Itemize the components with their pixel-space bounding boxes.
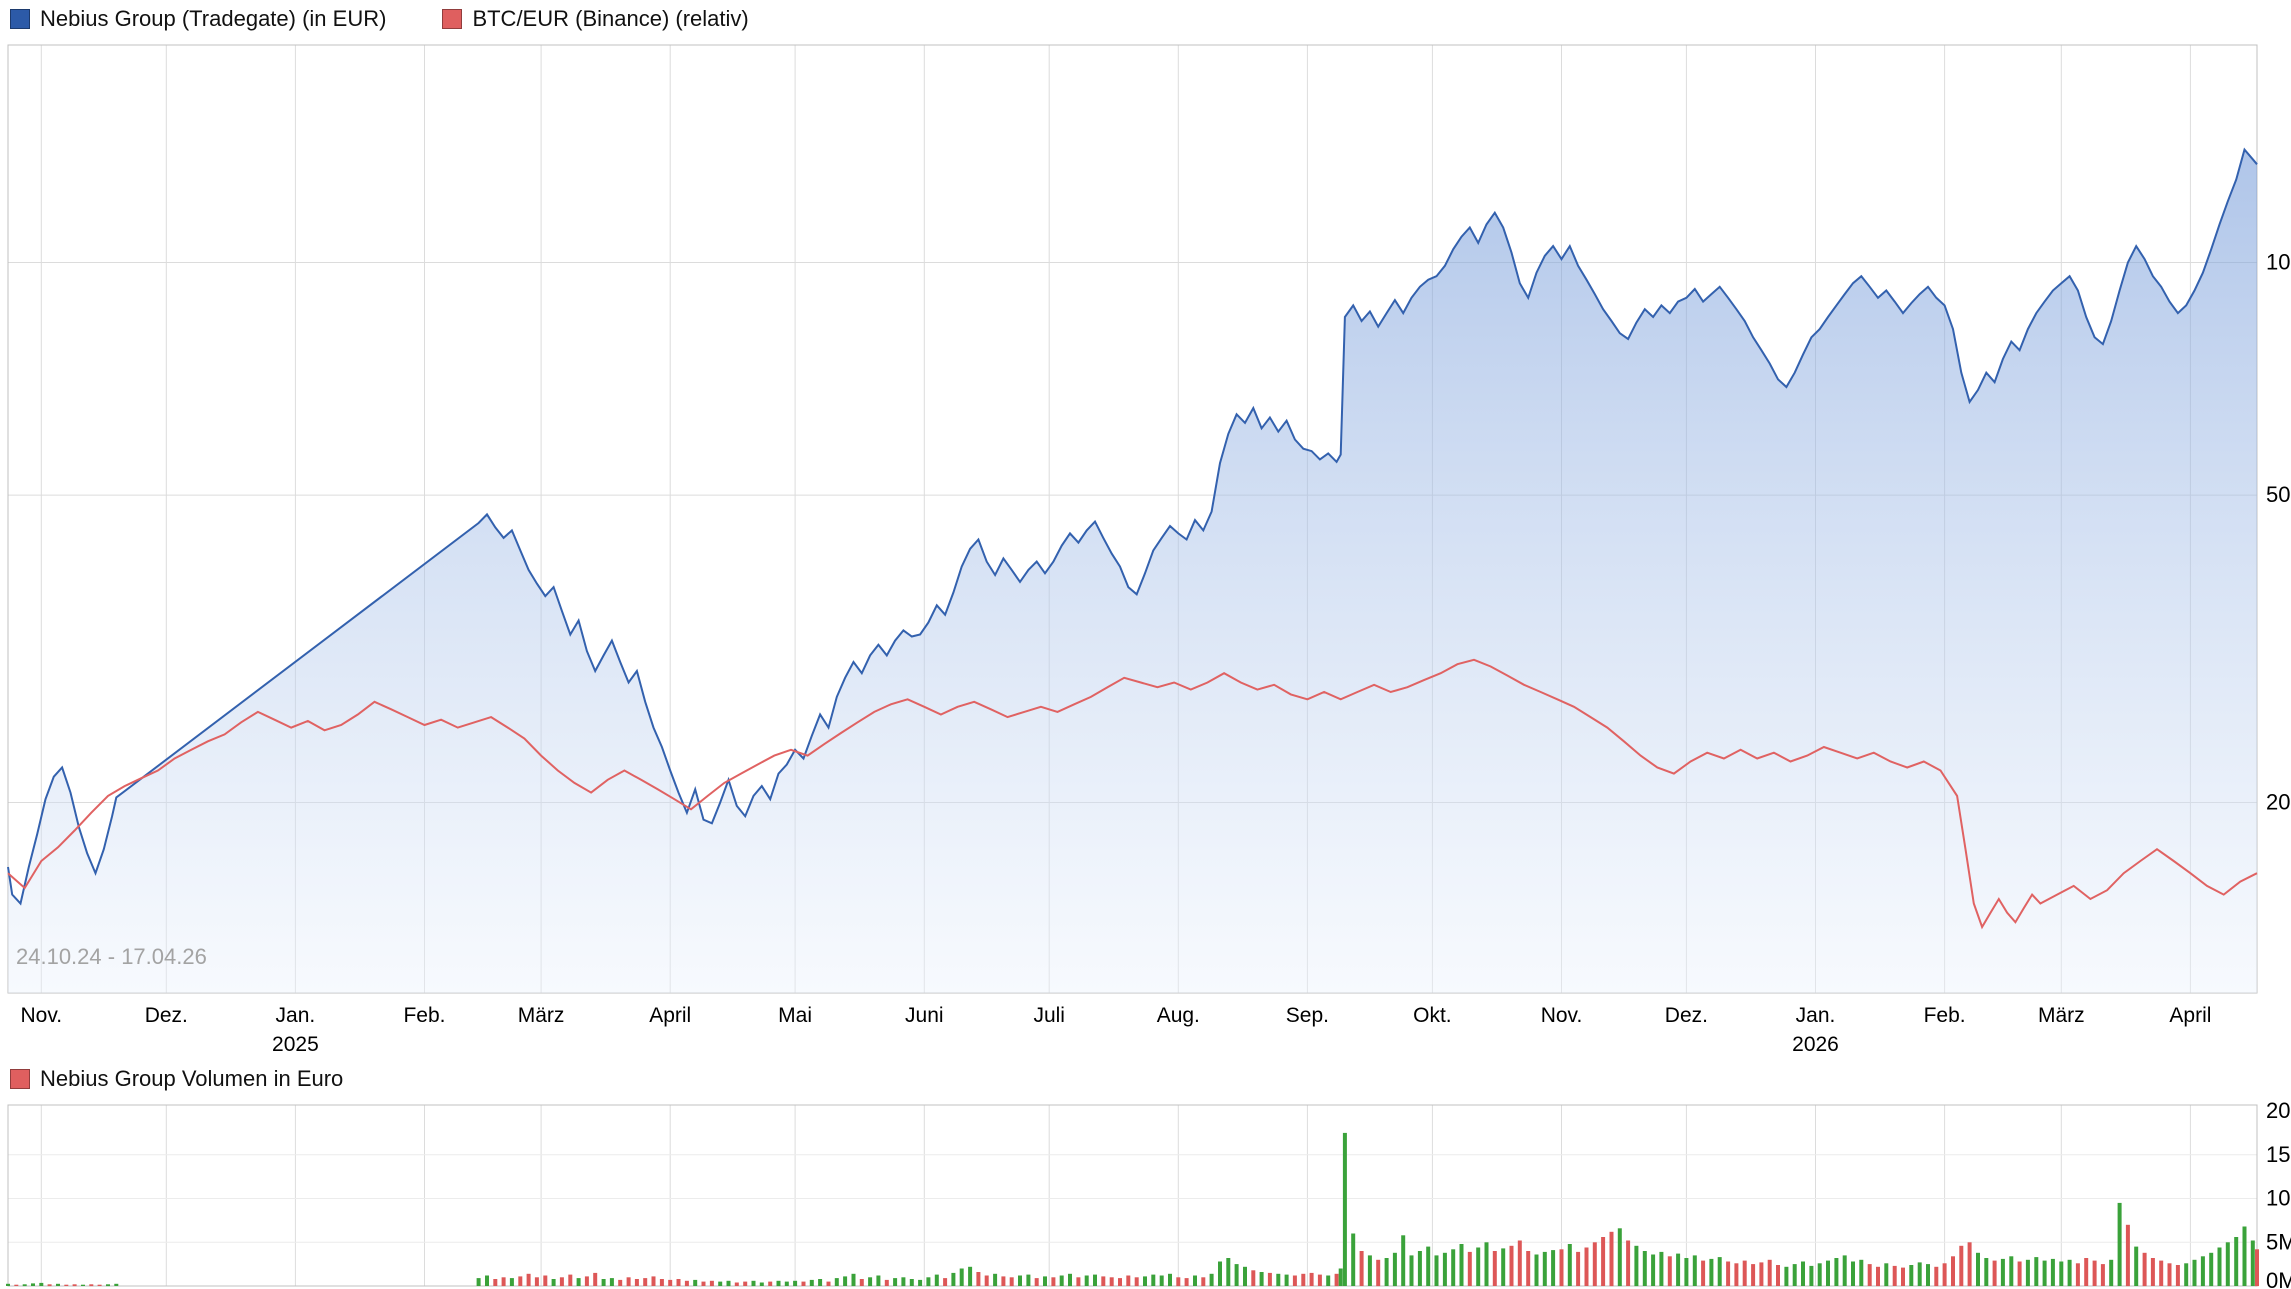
btc-relative-line bbox=[7, 658, 2258, 930]
volume-axis-label: 15M bbox=[2266, 1142, 2291, 1167]
x-axis-month-label: Jan. bbox=[1796, 1004, 1836, 1027]
x-axis-month-label: April bbox=[2169, 1004, 2211, 1027]
volume-legend-label: Nebius Group Volumen in Euro bbox=[40, 1066, 344, 1091]
x-axis-month-label: Aug. bbox=[1157, 1004, 1200, 1027]
x-axis-month-label: Nov. bbox=[1541, 1004, 1583, 1027]
x-axis-year-label: 2025 bbox=[272, 1033, 319, 1056]
volume-chart-legend: Nebius Group Volumen in Euro bbox=[10, 1066, 399, 1092]
btc-legend-label: BTC/EUR (Binance) (relativ) bbox=[472, 6, 749, 31]
x-axis-month-label: Mai bbox=[778, 1004, 812, 1027]
price-axis-label: 20 bbox=[2266, 790, 2290, 815]
x-axis-month-label: Dez. bbox=[145, 1004, 188, 1027]
x-axis-year-label: 2026 bbox=[1792, 1033, 1839, 1056]
x-axis-month-label: Dez. bbox=[1665, 1004, 1708, 1027]
x-axis-month-label: März bbox=[518, 1004, 565, 1027]
x-axis-month-label: Feb. bbox=[1924, 1004, 1966, 1027]
x-axis-month-label: Nov. bbox=[20, 1004, 62, 1027]
x-axis-month-label: Feb. bbox=[403, 1004, 445, 1027]
volume-axis-label: 10M bbox=[2266, 1186, 2291, 1211]
x-axis-month-label: März bbox=[2038, 1004, 2085, 1027]
x-axis-month-label: Juni bbox=[905, 1004, 944, 1027]
nebius-legend-label: Nebius Group (Tradegate) (in EUR) bbox=[40, 6, 387, 31]
volume-bars bbox=[6, 1132, 2259, 1287]
nebius-legend-swatch bbox=[10, 9, 30, 29]
volume-axis-label: 5M bbox=[2266, 1229, 2291, 1254]
main-chart-legend: Nebius Group (Tradegate) (in EUR) BTC/EU… bbox=[10, 6, 805, 32]
legend-entry-btc: BTC/EUR (Binance) (relativ) bbox=[442, 6, 749, 32]
x-axis-month-label: Okt. bbox=[1413, 1004, 1452, 1027]
volume-axis-label: 20M bbox=[2266, 1098, 2291, 1123]
x-axis-month-label: Juli bbox=[1033, 1004, 1065, 1027]
nebius-area-fill bbox=[8, 149, 2257, 994]
nebius-price-line bbox=[7, 147, 2258, 906]
volume-legend-swatch bbox=[10, 1069, 30, 1089]
legend-entry-nebius: Nebius Group (Tradegate) (in EUR) bbox=[10, 6, 386, 32]
price-axis-label: 100 bbox=[2266, 250, 2291, 275]
volume-plot-border bbox=[7, 1104, 2258, 1287]
volume-axis-label: 0M bbox=[2266, 1268, 2291, 1289]
x-axis-month-label: Jan. bbox=[276, 1004, 316, 1027]
price-axis-label: 50 bbox=[2266, 482, 2290, 507]
x-axis-month-label: Sep. bbox=[1286, 1004, 1329, 1027]
legend-entry-volume: Nebius Group Volumen in Euro bbox=[10, 1066, 343, 1092]
date-range-label: 24.10.24 - 17.04.26 bbox=[16, 944, 207, 969]
btc-legend-swatch bbox=[442, 9, 463, 29]
x-axis-month-label: April bbox=[649, 1004, 691, 1027]
